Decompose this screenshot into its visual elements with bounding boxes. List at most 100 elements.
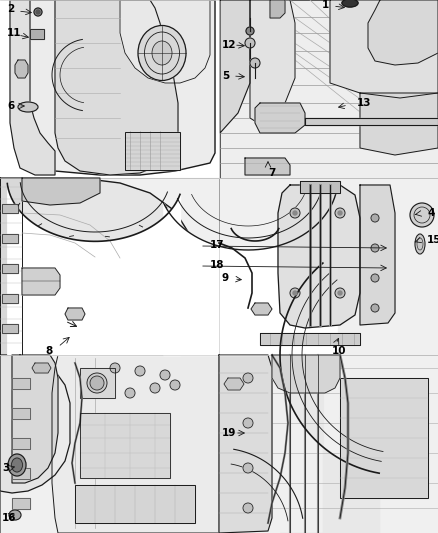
Text: 12: 12 xyxy=(222,40,237,50)
Polygon shape xyxy=(219,178,438,355)
Polygon shape xyxy=(0,355,70,493)
Bar xyxy=(12,408,30,419)
Bar xyxy=(12,468,30,479)
Polygon shape xyxy=(224,378,244,390)
Bar xyxy=(12,468,30,479)
Polygon shape xyxy=(22,178,100,205)
Text: 7: 7 xyxy=(268,168,276,178)
Polygon shape xyxy=(15,60,28,78)
Circle shape xyxy=(335,288,345,298)
Bar xyxy=(80,413,170,478)
Text: 6: 6 xyxy=(7,101,14,111)
Bar xyxy=(125,132,180,170)
Polygon shape xyxy=(272,355,340,393)
Circle shape xyxy=(290,208,300,218)
Bar xyxy=(12,378,30,389)
Polygon shape xyxy=(255,103,305,133)
Circle shape xyxy=(36,10,40,14)
Bar xyxy=(75,485,195,523)
Bar xyxy=(80,368,115,398)
Polygon shape xyxy=(245,158,290,175)
Text: 2: 2 xyxy=(7,4,14,14)
Polygon shape xyxy=(251,303,272,315)
Polygon shape xyxy=(120,0,210,83)
Ellipse shape xyxy=(138,26,186,80)
Polygon shape xyxy=(10,0,55,175)
Ellipse shape xyxy=(11,458,22,472)
Ellipse shape xyxy=(342,0,358,7)
Circle shape xyxy=(338,211,342,215)
Circle shape xyxy=(250,58,260,68)
Polygon shape xyxy=(0,178,195,343)
Polygon shape xyxy=(32,363,51,373)
Polygon shape xyxy=(360,185,395,325)
Circle shape xyxy=(371,214,379,222)
Circle shape xyxy=(293,291,297,295)
Polygon shape xyxy=(360,93,438,155)
Circle shape xyxy=(150,383,160,393)
Text: 9: 9 xyxy=(222,273,229,283)
Bar xyxy=(12,408,30,419)
Circle shape xyxy=(243,418,253,428)
Text: 17: 17 xyxy=(210,240,225,250)
Circle shape xyxy=(338,291,342,295)
Ellipse shape xyxy=(152,41,172,65)
Text: 3: 3 xyxy=(2,463,9,473)
Bar xyxy=(12,378,30,389)
Circle shape xyxy=(170,380,180,390)
Text: 13: 13 xyxy=(357,98,371,108)
Polygon shape xyxy=(300,181,340,193)
Polygon shape xyxy=(368,0,438,65)
Bar xyxy=(340,378,428,498)
Polygon shape xyxy=(220,0,250,133)
Circle shape xyxy=(125,388,135,398)
Bar xyxy=(12,438,30,449)
Bar xyxy=(2,264,18,273)
Circle shape xyxy=(160,370,170,380)
Bar xyxy=(340,378,428,498)
Circle shape xyxy=(243,503,253,513)
Polygon shape xyxy=(219,355,438,533)
Polygon shape xyxy=(0,178,22,355)
Ellipse shape xyxy=(415,234,425,254)
Polygon shape xyxy=(330,0,438,98)
Circle shape xyxy=(90,376,104,390)
Polygon shape xyxy=(22,268,60,295)
Bar xyxy=(12,498,30,509)
Bar xyxy=(2,234,18,243)
Bar xyxy=(2,264,18,273)
Polygon shape xyxy=(65,308,85,320)
Ellipse shape xyxy=(410,203,434,227)
Bar xyxy=(12,498,30,509)
Circle shape xyxy=(371,274,379,282)
Bar xyxy=(80,413,170,478)
Polygon shape xyxy=(278,185,360,328)
Text: 11: 11 xyxy=(7,28,21,38)
Ellipse shape xyxy=(8,454,26,476)
Bar xyxy=(30,29,44,39)
Circle shape xyxy=(293,211,297,215)
Polygon shape xyxy=(52,355,219,533)
Bar xyxy=(2,204,18,213)
Text: 16: 16 xyxy=(2,513,17,523)
Bar xyxy=(2,294,18,303)
Text: 5: 5 xyxy=(222,71,229,81)
Circle shape xyxy=(135,366,145,376)
Bar xyxy=(125,132,180,170)
Text: 8: 8 xyxy=(45,346,52,356)
Bar xyxy=(2,294,18,303)
Circle shape xyxy=(246,27,254,35)
Polygon shape xyxy=(0,178,219,355)
Text: 10: 10 xyxy=(332,346,346,356)
Circle shape xyxy=(371,304,379,312)
Circle shape xyxy=(243,373,253,383)
Bar xyxy=(75,485,195,523)
Ellipse shape xyxy=(87,373,107,393)
Circle shape xyxy=(243,463,253,473)
Ellipse shape xyxy=(9,510,21,520)
Circle shape xyxy=(110,363,120,373)
Text: 1: 1 xyxy=(322,0,329,10)
Bar xyxy=(30,29,44,39)
Circle shape xyxy=(34,8,42,16)
Bar xyxy=(2,234,18,243)
